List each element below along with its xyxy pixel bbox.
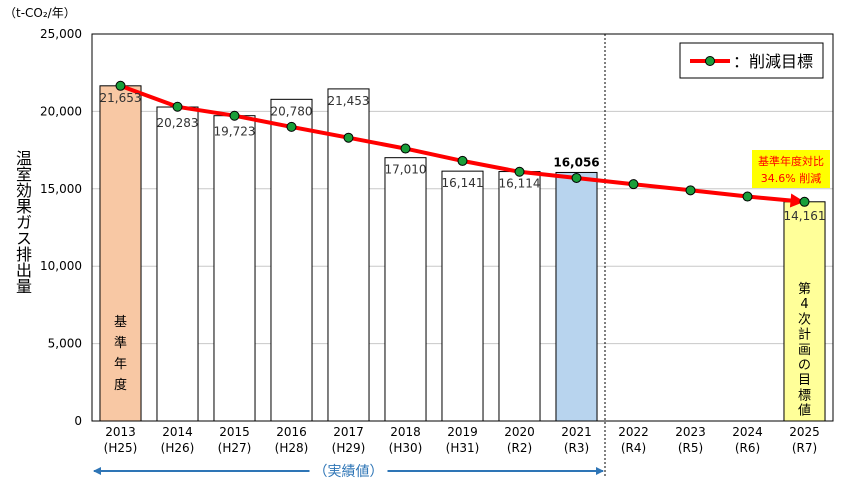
bar: [783, 201, 826, 422]
target-label-char: 画: [798, 343, 811, 358]
reduction-callout-line1: 基準年度対比: [758, 154, 824, 168]
x-tick-sublabel: (R7): [792, 441, 817, 455]
bar: [498, 171, 541, 422]
x-tick-label: 2017: [333, 425, 364, 439]
x-tick-sublabel: (R5): [678, 441, 703, 455]
target-marker: [115, 80, 126, 91]
x-tick-label: 2015: [219, 425, 250, 439]
reduction-callout-bg: [752, 150, 830, 188]
x-tick-label: 2020: [504, 425, 535, 439]
x-tick-label: 2023: [675, 425, 706, 439]
target-label-char: 目: [798, 373, 811, 388]
bar: [213, 115, 256, 422]
bar-value-label: 21,453: [328, 94, 370, 108]
target-label-char: 第: [798, 282, 811, 297]
target-label-char: 次: [798, 311, 811, 327]
target-marker: [514, 166, 525, 177]
bar-value-label: 16,056: [553, 155, 599, 169]
target-marker: [286, 121, 297, 132]
y-axis-label: 温室効果ガス排出量: [13, 150, 32, 294]
x-tick-label: 2014: [162, 425, 193, 439]
base-year-label-char: 年: [114, 357, 127, 372]
bar-value-label: 16,114: [499, 177, 541, 191]
actual-range-label: （実績値）: [314, 464, 384, 480]
reduction-callout-line2: 34.6% 削減: [761, 171, 821, 185]
bar-value-label: 16,141: [442, 176, 484, 190]
target-marker: [229, 110, 240, 121]
x-tick-sublabel: (H28): [275, 441, 309, 455]
target-marker: [343, 132, 354, 143]
x-tick-sublabel: (H30): [389, 441, 423, 455]
y-tick-label: 0: [74, 414, 82, 428]
x-tick-sublabel: (R4): [621, 441, 646, 455]
bar: [327, 88, 370, 422]
base-year-label-char: 度: [114, 377, 127, 393]
target-marker: [685, 185, 696, 196]
x-tick-label: 2025: [789, 425, 820, 439]
y-tick-label: 10,000: [40, 259, 82, 273]
x-tick-sublabel: (H29): [332, 441, 366, 455]
target-label-char: 4: [800, 297, 808, 312]
target-marker: [400, 143, 411, 154]
target-label-char: の: [798, 358, 811, 373]
base-year-label-char: 基: [114, 315, 127, 330]
x-tick-sublabel: (H26): [161, 441, 195, 455]
bar: [384, 157, 427, 422]
x-tick-sublabel: (R3): [564, 441, 589, 455]
target-marker: [799, 196, 810, 207]
x-tick-sublabel: (R6): [735, 441, 760, 455]
x-tick-sublabel: (R2): [507, 441, 532, 455]
bar-value-label: 20,780: [271, 104, 313, 118]
target-label-char: 値: [798, 403, 811, 419]
target-marker: [571, 172, 582, 183]
x-tick-label: 2018: [390, 425, 421, 439]
target-marker: [457, 155, 468, 166]
y-tick-label: 25,000: [40, 27, 82, 41]
x-tick-label: 2019: [447, 425, 478, 439]
y-tick-label: 5,000: [48, 337, 82, 351]
bar: [441, 170, 484, 422]
target-marker: [628, 179, 639, 190]
target-marker: [742, 191, 753, 202]
bar: [555, 171, 598, 422]
x-tick-label: 2022: [618, 425, 649, 439]
x-tick-sublabel: (H25): [104, 441, 138, 455]
x-tick-label: 2016: [276, 425, 307, 439]
bar: [270, 98, 313, 422]
legend-label: ：削減目標: [733, 52, 813, 71]
legend-marker-swatch: [705, 56, 715, 66]
x-tick-label: 2024: [732, 425, 763, 439]
x-tick-label: 2013: [105, 425, 136, 439]
actual-range-label-bg: [309, 461, 388, 481]
target-marker: [172, 101, 183, 112]
target-label-char: 標: [798, 388, 811, 403]
y-tick-label: 15,000: [40, 182, 82, 196]
base-year-label-char: 準: [114, 335, 127, 351]
bar-value-label: 17,010: [385, 163, 427, 177]
bar-value-label: 20,283: [157, 116, 199, 130]
y-tick-label: 20,000: [40, 104, 82, 118]
target-label-char: 計: [798, 327, 811, 343]
x-tick-sublabel: (H31): [446, 441, 480, 455]
target-line-arrowhead: [789, 193, 805, 208]
x-tick-sublabel: (H27): [218, 441, 252, 455]
bar-value-label: 19,723: [214, 125, 256, 139]
x-tick-label: 2021: [561, 425, 592, 439]
bar-value-label: 14,161: [784, 209, 826, 223]
bar-value-label: 21,653: [100, 91, 142, 105]
bar: [156, 106, 199, 422]
unit-label: （t-CO₂/年）: [4, 6, 76, 20]
bar: [99, 85, 142, 422]
